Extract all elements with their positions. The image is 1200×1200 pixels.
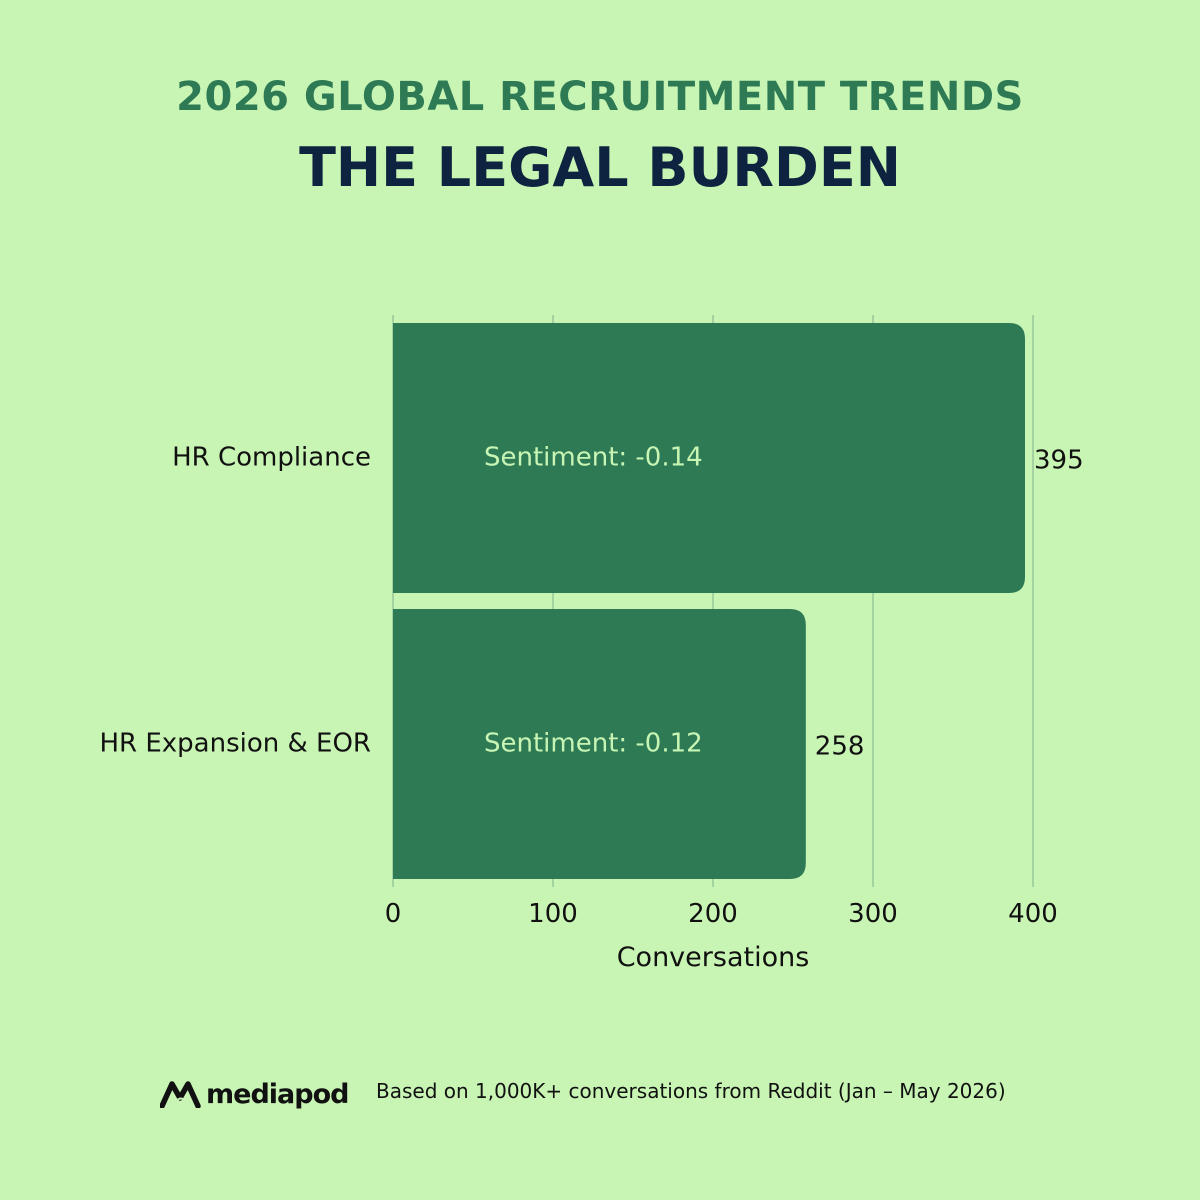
footer: mediapod Based on 1,000K+ conversations … xyxy=(0,1074,1200,1114)
x-tick-label: 200 xyxy=(688,899,738,929)
brand-name: mediapod xyxy=(206,1078,349,1110)
x-tick-label: 100 xyxy=(528,899,578,929)
bar-sentiment-label: Sentiment: -0.14 xyxy=(484,443,703,473)
x-tick-label: 300 xyxy=(848,899,898,929)
category-label: HR Compliance xyxy=(172,443,371,473)
bar-value-label: 395 xyxy=(1034,446,1084,476)
x-tick-label: 0 xyxy=(385,899,402,929)
bar-value-label: 258 xyxy=(815,732,865,762)
x-axis-label: Conversations xyxy=(617,942,810,973)
category-label: HR Expansion & EOR xyxy=(99,729,371,759)
bar-sentiment-label: Sentiment: -0.12 xyxy=(484,729,703,759)
bar-chart: HR Compliance Sentiment: -0.14 395 HR Expan… xyxy=(99,315,1084,973)
bar xyxy=(393,609,806,879)
mediapod-logo-icon xyxy=(160,1081,201,1108)
chart-title: THE LEGAL BURDEN xyxy=(299,136,901,199)
brand-logo: mediapod xyxy=(160,1076,349,1112)
bar xyxy=(393,323,1025,593)
source-note: Based on 1,000K+ conversations from Redd… xyxy=(376,1079,1006,1103)
chart-supertitle: 2026 GLOBAL RECRUITMENT TRENDS xyxy=(176,74,1024,120)
x-tick-label: 400 xyxy=(1008,899,1058,929)
